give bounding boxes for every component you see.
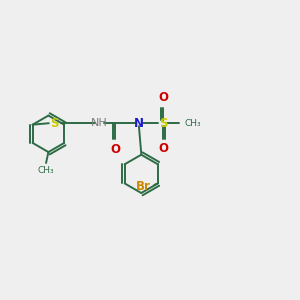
Text: S: S bbox=[159, 117, 167, 130]
Text: CH₃: CH₃ bbox=[184, 119, 201, 128]
Text: O: O bbox=[158, 142, 168, 155]
Text: CH₃: CH₃ bbox=[38, 166, 54, 175]
Text: O: O bbox=[110, 142, 120, 156]
Text: NH: NH bbox=[91, 118, 107, 128]
Text: S: S bbox=[50, 117, 58, 130]
Text: Br: Br bbox=[136, 181, 151, 194]
Text: O: O bbox=[158, 91, 168, 104]
Text: N: N bbox=[134, 117, 144, 130]
